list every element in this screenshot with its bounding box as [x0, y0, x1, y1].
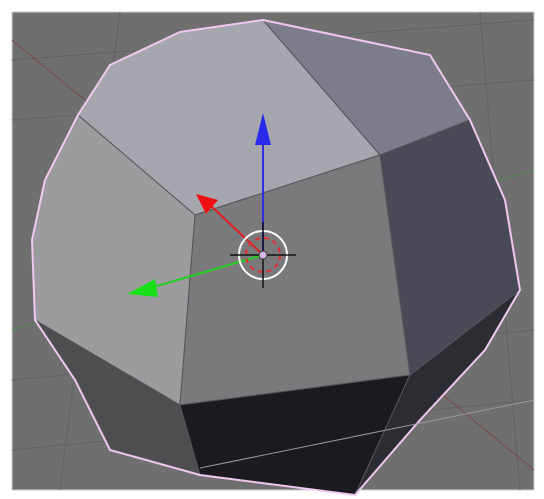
- selection-outline: [30, 18, 522, 497]
- mesh: [31, 19, 521, 496]
- y-arrow-shaft: [149, 254, 264, 289]
- x-arrow-shaft: [209, 204, 264, 256]
- y-arrow-head: [127, 279, 158, 297]
- transform-gizmo: [127, 113, 296, 297]
- grid-line: [199, 399, 535, 469]
- z-arrow-head: [255, 113, 271, 145]
- x-arrow-head: [196, 194, 218, 214]
- origin-dot: [258, 250, 268, 260]
